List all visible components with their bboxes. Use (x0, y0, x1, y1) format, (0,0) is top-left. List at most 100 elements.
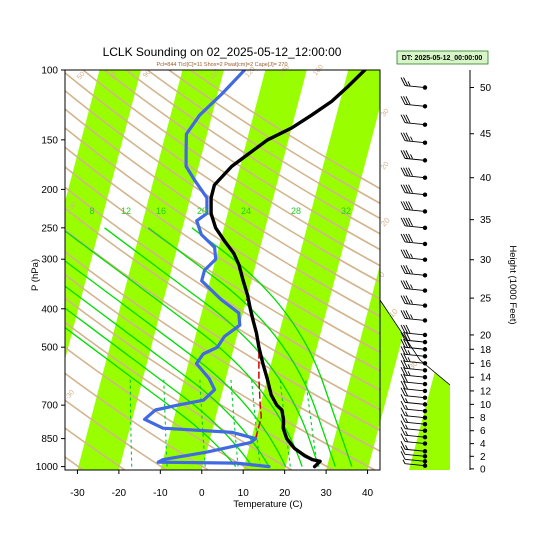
height-tick-label: 2 (480, 452, 486, 463)
mixing-ratio-line (304, 378, 319, 467)
moist-adiabat-label: 24 (241, 206, 251, 216)
height-axis-ticks: 02 4 6 8 10 12 14 16 18 20 25 30 35 40 45 50 (470, 83, 492, 475)
wind-barb-half (405, 437, 408, 442)
p-tick-label: 700 (41, 401, 58, 412)
chart-title: LCLK Sounding on 02_2025-05-12_12:00:00 (103, 45, 342, 59)
moist-adiabat-label: 8 (89, 206, 94, 216)
wind-barb-shaft (404, 353, 426, 357)
wind-barb-half (405, 411, 408, 416)
moist-adiabat-label: 16 (156, 206, 166, 216)
dry-adiabat-line (65, 166, 380, 372)
moist-adiabat-line (65, 326, 237, 468)
wind-barb-flag (403, 150, 408, 159)
wind-barb-flag (400, 414, 406, 423)
wind-barb-half (410, 269, 413, 274)
mixing-ratio-line (163, 378, 168, 467)
wind-barb-half (402, 459, 406, 464)
wind-barb-shaft (404, 401, 426, 405)
wind-barb-half (407, 81, 411, 86)
wind-barb-flag (400, 77, 406, 86)
p-tick-label: 150 (41, 135, 58, 146)
dry-adiabat-line (65, 273, 376, 470)
wind-barb-flag (403, 324, 408, 334)
wind-barb-flag (403, 387, 408, 396)
wind-barb-flag (403, 201, 408, 210)
wind-barb-flag (403, 360, 408, 369)
wind-barb-shaft (404, 448, 426, 452)
wind-barb-half (405, 398, 408, 403)
p-tick-label: 850 (41, 434, 58, 445)
dry-adiabat-line (65, 126, 380, 335)
height-tick-label: 0 (480, 464, 486, 475)
wind-barb-shaft (404, 415, 426, 419)
height-tick-label: 25 (480, 294, 492, 305)
wind-barb-flag (405, 310, 411, 319)
wind-barb-shaft (404, 272, 426, 276)
wind-barb-flag (400, 310, 406, 319)
wind-barb-flag (403, 114, 408, 123)
plot-frame (64, 69, 381, 471)
dry-adiabat-line (125, 70, 380, 235)
wind-barb-half (407, 371, 411, 376)
dry-adiabat-line (65, 207, 380, 411)
height-tick-label: 10 (480, 400, 492, 411)
dry-adiabat-line (65, 399, 167, 470)
x-tick-label: -10 (153, 488, 168, 499)
height-tick-label: 40 (480, 173, 492, 184)
wind-barb-flag (405, 167, 411, 176)
moist-adiabat-line (191, 227, 353, 467)
wind-barb-flag (405, 201, 411, 210)
wind-barb-flag (400, 346, 406, 355)
wind-barb-flag (400, 201, 406, 210)
wind-barb-flag (403, 217, 408, 227)
wind-barb-flag (403, 184, 408, 193)
dry-adiabat-line (168, 70, 380, 205)
mixing-ratio-line (251, 378, 261, 467)
wind-barb-flag (403, 233, 408, 243)
wind-barb-shaft (404, 288, 426, 292)
wind-barb-flag (403, 353, 408, 362)
wind-barb-shaft (404, 122, 426, 126)
dry-adiabat-line (104, 70, 380, 251)
p-tick-label: 1000 (36, 462, 59, 473)
dry-adiabat-label: 30 (380, 108, 390, 119)
wind-barb-flag (400, 400, 406, 410)
wind-barb-flag (400, 167, 406, 176)
p-tick-label: 500 (41, 343, 58, 354)
wind-barb-flag (400, 324, 406, 334)
wind-barb-shaft (404, 157, 426, 161)
p-tick-label: 250 (41, 223, 58, 234)
wind-barb-flag (405, 114, 411, 123)
wind-barb-flag (403, 96, 408, 105)
wind-barb-flag (408, 167, 413, 176)
wind-barb-shaft (404, 441, 426, 445)
axes-frame (64, 69, 471, 471)
wind-barb-shaft (404, 241, 426, 245)
wind-barb-flag (400, 217, 406, 227)
wind-barb-half (407, 364, 411, 369)
wind-barb-flag (403, 331, 408, 341)
wind-barb-flag (403, 167, 408, 176)
wind-barb-shaft (404, 463, 426, 467)
wind-barbs (400, 77, 428, 468)
pressure-axis-ticks: 100 150 200 250 300 400 500 700 850 1000 (36, 66, 65, 473)
wind-barb-half (405, 445, 408, 450)
wind-barb-flag (400, 446, 406, 455)
wind-barb-flag (400, 249, 406, 258)
moist-adiabat-line (65, 285, 270, 467)
wind-barb-half (405, 418, 408, 423)
wind-barb-flag (400, 184, 406, 193)
moist-adiabat-label: 12 (121, 206, 131, 216)
wind-barb-flag (403, 339, 408, 348)
barb-column-cover (380, 70, 450, 385)
wind-barb-flag (400, 96, 406, 105)
dry-adiabat-line (65, 108, 380, 318)
wind-barb-flag (403, 77, 408, 86)
wind-barb-flag (400, 394, 406, 403)
wind-barb-half (405, 404, 408, 410)
wind-barb-shaft (404, 374, 426, 378)
wind-barb-flag (403, 310, 408, 319)
height-tick-label: 8 (480, 413, 486, 424)
wind-barb-shaft (404, 408, 426, 412)
wind-barb-shaft (404, 332, 426, 336)
